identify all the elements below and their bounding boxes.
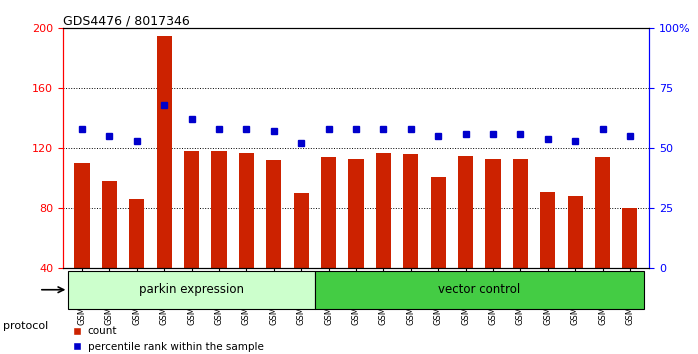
- Bar: [211, 151, 227, 328]
- Bar: [102, 181, 117, 328]
- Bar: [513, 159, 528, 328]
- Text: vector control: vector control: [438, 283, 521, 296]
- Bar: [431, 177, 446, 328]
- Bar: [315, 271, 644, 309]
- Bar: [348, 159, 364, 328]
- Text: parkin expression: parkin expression: [139, 283, 244, 296]
- Bar: [376, 153, 391, 328]
- Bar: [294, 193, 309, 328]
- Bar: [458, 156, 473, 328]
- Bar: [540, 192, 556, 328]
- Bar: [184, 151, 199, 328]
- Bar: [321, 157, 336, 328]
- Bar: [75, 163, 89, 328]
- Text: GDS4476 / 8017346: GDS4476 / 8017346: [63, 14, 190, 27]
- Bar: [595, 157, 610, 328]
- Legend: count, percentile rank within the sample: count, percentile rank within the sample: [68, 322, 268, 354]
- Bar: [567, 196, 583, 328]
- Bar: [266, 160, 281, 328]
- Bar: [156, 36, 172, 328]
- Text: protocol: protocol: [3, 321, 49, 331]
- Bar: [485, 159, 500, 328]
- Bar: [129, 199, 144, 328]
- Bar: [68, 271, 315, 309]
- Bar: [239, 153, 254, 328]
- Bar: [403, 154, 418, 328]
- Bar: [623, 208, 637, 328]
